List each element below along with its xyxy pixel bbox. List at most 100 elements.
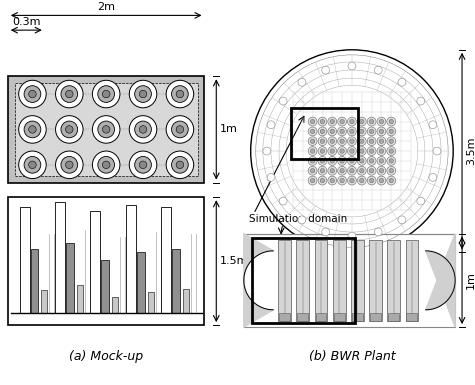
Circle shape [387,127,396,136]
Circle shape [350,169,354,173]
Circle shape [135,156,152,173]
Bar [314,239,327,321]
Circle shape [56,116,83,143]
Bar [66,243,74,313]
Circle shape [318,137,327,146]
Circle shape [171,86,188,102]
Circle shape [93,151,120,179]
Circle shape [176,126,184,133]
Circle shape [19,116,46,143]
Circle shape [298,216,306,224]
Circle shape [370,178,374,183]
Circle shape [377,117,386,126]
Circle shape [330,159,334,163]
Bar [90,211,100,313]
Circle shape [310,169,315,173]
Circle shape [370,169,374,173]
Circle shape [348,137,356,146]
Circle shape [328,137,337,146]
Bar [8,197,204,325]
Circle shape [61,121,77,138]
Text: 1.5m: 1.5m [220,256,249,266]
Bar [388,313,399,321]
Bar [407,313,418,321]
Circle shape [28,161,36,169]
Circle shape [357,147,366,156]
Circle shape [320,178,324,183]
Circle shape [340,139,344,144]
Circle shape [370,159,374,163]
Circle shape [24,121,41,138]
Circle shape [367,156,376,165]
Circle shape [389,169,393,173]
Circle shape [360,139,364,144]
Text: Simulation domain: Simulation domain [249,214,347,224]
Circle shape [340,159,344,163]
Circle shape [350,119,354,124]
Circle shape [135,86,152,102]
Circle shape [379,139,384,144]
Circle shape [374,66,382,74]
Circle shape [176,161,184,169]
Circle shape [330,149,334,153]
Circle shape [308,137,317,146]
Circle shape [340,129,344,134]
Circle shape [318,117,327,126]
Bar [244,234,455,327]
Circle shape [98,156,114,173]
Circle shape [308,156,317,165]
Circle shape [417,197,425,205]
Circle shape [322,228,330,236]
Circle shape [350,139,354,144]
Bar [8,76,204,182]
Circle shape [171,156,188,173]
Circle shape [387,137,396,146]
Circle shape [340,119,344,124]
Circle shape [310,139,315,144]
Circle shape [389,178,393,183]
Bar [137,252,145,313]
Bar [369,239,382,321]
Bar [278,239,291,321]
Circle shape [176,90,184,98]
Text: (b) BWR Plant: (b) BWR Plant [309,350,395,363]
Circle shape [310,149,315,153]
Circle shape [330,119,334,124]
Circle shape [338,176,347,185]
Circle shape [103,90,110,98]
Circle shape [251,50,453,252]
Bar [19,207,29,313]
Circle shape [66,161,73,169]
Circle shape [389,159,393,163]
Circle shape [348,62,356,70]
Circle shape [308,147,317,156]
Bar [77,285,83,313]
Circle shape [340,178,344,183]
Circle shape [340,169,344,173]
Circle shape [267,121,275,129]
Circle shape [103,126,110,133]
Circle shape [348,232,356,240]
Circle shape [310,119,315,124]
Bar [279,313,290,321]
Circle shape [357,127,366,136]
Bar [296,239,309,321]
Circle shape [166,151,194,179]
Bar [172,249,180,313]
Bar [352,313,363,321]
Circle shape [98,86,114,102]
Text: 0.3m: 0.3m [12,17,40,27]
Circle shape [348,166,356,175]
Circle shape [318,156,327,165]
Circle shape [398,216,406,224]
Circle shape [310,129,315,134]
Circle shape [279,197,287,205]
Bar [370,313,381,321]
Text: 1m: 1m [466,271,475,289]
Circle shape [377,137,386,146]
Bar [148,291,153,313]
Circle shape [338,156,347,165]
Circle shape [379,169,384,173]
Circle shape [330,178,334,183]
Circle shape [322,66,330,74]
